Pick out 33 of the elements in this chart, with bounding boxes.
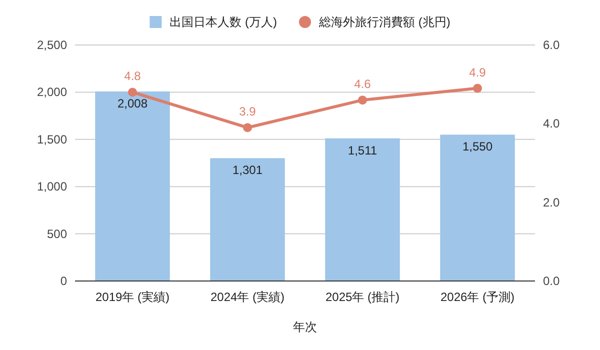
point	[243, 123, 252, 132]
data-label: 2,008	[117, 96, 148, 110]
bar	[95, 91, 170, 281]
y-tick-label: 0	[60, 274, 68, 288]
y2-tick-label: 6.0	[543, 38, 560, 52]
bar	[440, 134, 515, 281]
y-tick-label: 1,000	[36, 180, 68, 194]
x-axis-title: 年次	[293, 320, 317, 334]
y2-tick-label: 4.0	[543, 116, 560, 131]
data-label: 4.9	[469, 65, 486, 80]
y-tick-label: 1,500	[36, 132, 68, 146]
x-tick-label: 2019年 (実績)	[95, 290, 170, 304]
legend-label: 出国日本人数 (万人)	[170, 15, 277, 29]
legend-label: 総海外旅行消費額 (兆円)	[318, 15, 450, 29]
x-tick-label: 2025年 (推計)	[325, 290, 400, 304]
data-label: 1,550	[462, 140, 493, 154]
y2-tick-label: 0.0	[543, 274, 560, 288]
point	[473, 84, 482, 93]
data-label: 1,511	[348, 143, 378, 158]
data-label: 3.9	[239, 104, 256, 119]
x-tick-label: 2024年 (実績)	[210, 290, 285, 304]
data-label: 1,301	[232, 163, 263, 178]
data-label: 4.6	[354, 77, 372, 92]
x-tick-label: 2026年 (予測)	[440, 290, 515, 304]
point	[128, 88, 137, 97]
bar	[210, 158, 285, 281]
y2-tick-label: 2.0	[543, 195, 560, 210]
y-tick-label: 2,000	[36, 85, 68, 100]
y-tick-label: 2,500	[36, 38, 68, 52]
y-tick-label: 500	[46, 226, 68, 241]
bar	[325, 138, 400, 281]
point	[358, 96, 367, 105]
data-label: 4.8	[124, 69, 142, 84]
